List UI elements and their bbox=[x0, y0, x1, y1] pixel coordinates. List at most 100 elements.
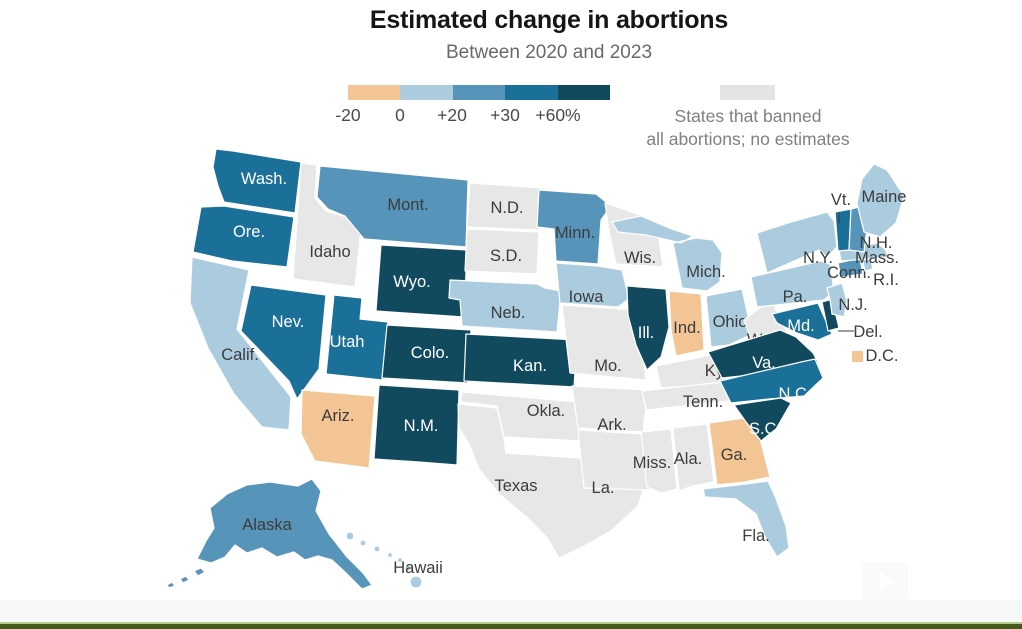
state-NV bbox=[240, 284, 327, 400]
state-label-TN: Tenn. bbox=[683, 393, 723, 411]
chart-subtitle: Between 2020 and 2023 bbox=[445, 42, 653, 63]
state-SD bbox=[464, 228, 540, 275]
legend-segment-2 bbox=[452, 85, 506, 100]
state-label-MN: Minn. bbox=[555, 224, 595, 242]
state-OR bbox=[192, 205, 295, 268]
state-label-VT: Vt. bbox=[831, 191, 851, 209]
state-NE bbox=[448, 279, 562, 333]
state-label-TX: Texas bbox=[494, 477, 537, 495]
state-LA bbox=[577, 429, 651, 491]
state-label-MA: Mass. bbox=[855, 249, 899, 267]
state-NC bbox=[719, 358, 824, 404]
legend-segment-1 bbox=[400, 85, 453, 100]
state-label-IA: Iowa bbox=[569, 288, 605, 306]
state-FL bbox=[702, 480, 790, 558]
state-CO bbox=[381, 324, 472, 384]
state-AZ bbox=[300, 389, 376, 469]
state-ME bbox=[856, 163, 905, 238]
state-label-WY: Wyo. bbox=[393, 273, 430, 291]
state-label-AZ: Ariz. bbox=[322, 407, 355, 425]
state-NJ bbox=[826, 282, 848, 318]
legend-tick-2: +20 bbox=[437, 105, 467, 125]
state-label-WI: Wis. bbox=[624, 249, 656, 267]
state-label-AR: Ark. bbox=[597, 416, 626, 434]
state-DE bbox=[821, 298, 840, 332]
video-play-button[interactable] bbox=[862, 562, 908, 600]
state-AL bbox=[672, 423, 715, 492]
state-AK bbox=[166, 478, 373, 590]
state-TX bbox=[457, 403, 647, 559]
state-WI bbox=[604, 202, 664, 268]
state-OH bbox=[705, 288, 753, 348]
state-label-GA: Ga. bbox=[721, 446, 748, 464]
state-label-MD: Md. bbox=[787, 317, 815, 335]
state-SC bbox=[733, 397, 792, 442]
state-label-OH: Ohio bbox=[713, 313, 748, 331]
legend-segment-0 bbox=[348, 85, 401, 100]
legend-segment-4 bbox=[557, 85, 611, 100]
state-label-NJ: N.J. bbox=[838, 296, 867, 314]
state-label-CA: Calif. bbox=[221, 346, 259, 364]
state-NY bbox=[756, 211, 838, 274]
banned-note-line2: all abortions; no estimates bbox=[646, 129, 850, 149]
banned-states-note: States that banned all abortions; no est… bbox=[622, 105, 874, 151]
state-label-NM: N.M. bbox=[404, 417, 439, 435]
state-IL bbox=[626, 285, 670, 371]
bottom-strip bbox=[0, 600, 1022, 622]
state-CA bbox=[189, 256, 292, 431]
state-IN bbox=[668, 290, 705, 357]
state-label-PA: Pa. bbox=[783, 288, 808, 306]
legend-tick-0: -20 bbox=[335, 105, 361, 125]
state-label-AL: Ala. bbox=[674, 450, 702, 468]
play-icon bbox=[879, 572, 894, 590]
state-VT bbox=[834, 208, 852, 252]
state-label-ID: Idaho bbox=[309, 243, 350, 261]
state-label-DC: D.C. bbox=[866, 347, 899, 365]
state-OK bbox=[460, 391, 584, 442]
state-label-CO: Colo. bbox=[411, 344, 450, 362]
state-HI-island-0 bbox=[345, 531, 355, 541]
state-ID bbox=[292, 162, 363, 288]
state-label-MI: Mich. bbox=[686, 263, 725, 281]
state-label-KS: Kan. bbox=[513, 357, 547, 375]
state-MN bbox=[536, 189, 612, 265]
state-label-MT: Mont. bbox=[387, 196, 428, 214]
state-label-UT: Utah bbox=[330, 333, 365, 351]
state-label-SD: S.D. bbox=[490, 247, 522, 265]
legend-color-scale bbox=[348, 85, 611, 100]
state-WA bbox=[212, 148, 302, 214]
state-label-NY: N.Y. bbox=[803, 249, 833, 267]
state-label-SC: S.C. bbox=[749, 420, 781, 438]
state-UT bbox=[325, 294, 389, 381]
state-HI-island-2 bbox=[373, 545, 381, 553]
state-label-LA: La. bbox=[592, 479, 615, 497]
state-HI-island-3 bbox=[386, 551, 394, 559]
state-MO bbox=[561, 304, 647, 381]
state-MI bbox=[611, 215, 723, 292]
state-label-ND: N.D. bbox=[491, 199, 524, 217]
state-label-ME: Maine bbox=[862, 188, 907, 206]
state-MD bbox=[771, 302, 833, 341]
state-HI-island-1 bbox=[359, 539, 367, 547]
state-label-AK: Alaska bbox=[242, 516, 292, 534]
state-label-VA: Va. bbox=[752, 354, 776, 372]
state-label-IN: Ind. bbox=[673, 319, 701, 337]
legend-tick-1: 0 bbox=[395, 105, 405, 125]
page-bottom-accent-bar bbox=[0, 622, 1022, 629]
state-MT bbox=[316, 165, 469, 248]
legend-tick-3: +30 bbox=[490, 105, 520, 125]
state-label-CT: Conn. bbox=[827, 264, 871, 282]
chart-title: Estimated change in abortions bbox=[369, 6, 729, 34]
state-label-OK: Okla. bbox=[527, 402, 566, 420]
state-label-HI: Hawaii bbox=[393, 559, 443, 577]
state-HI-island-4 bbox=[396, 556, 404, 564]
state-label-NH: N.H. bbox=[860, 234, 893, 252]
state-label-WA: Wash. bbox=[241, 170, 287, 188]
banned-states-swatch bbox=[720, 85, 775, 100]
state-label-NV: Nev. bbox=[272, 313, 305, 331]
state-label-NC: N.C. bbox=[779, 385, 812, 403]
state-HI-island-6 bbox=[409, 575, 423, 589]
state-label-RI: R.I. bbox=[873, 271, 899, 289]
